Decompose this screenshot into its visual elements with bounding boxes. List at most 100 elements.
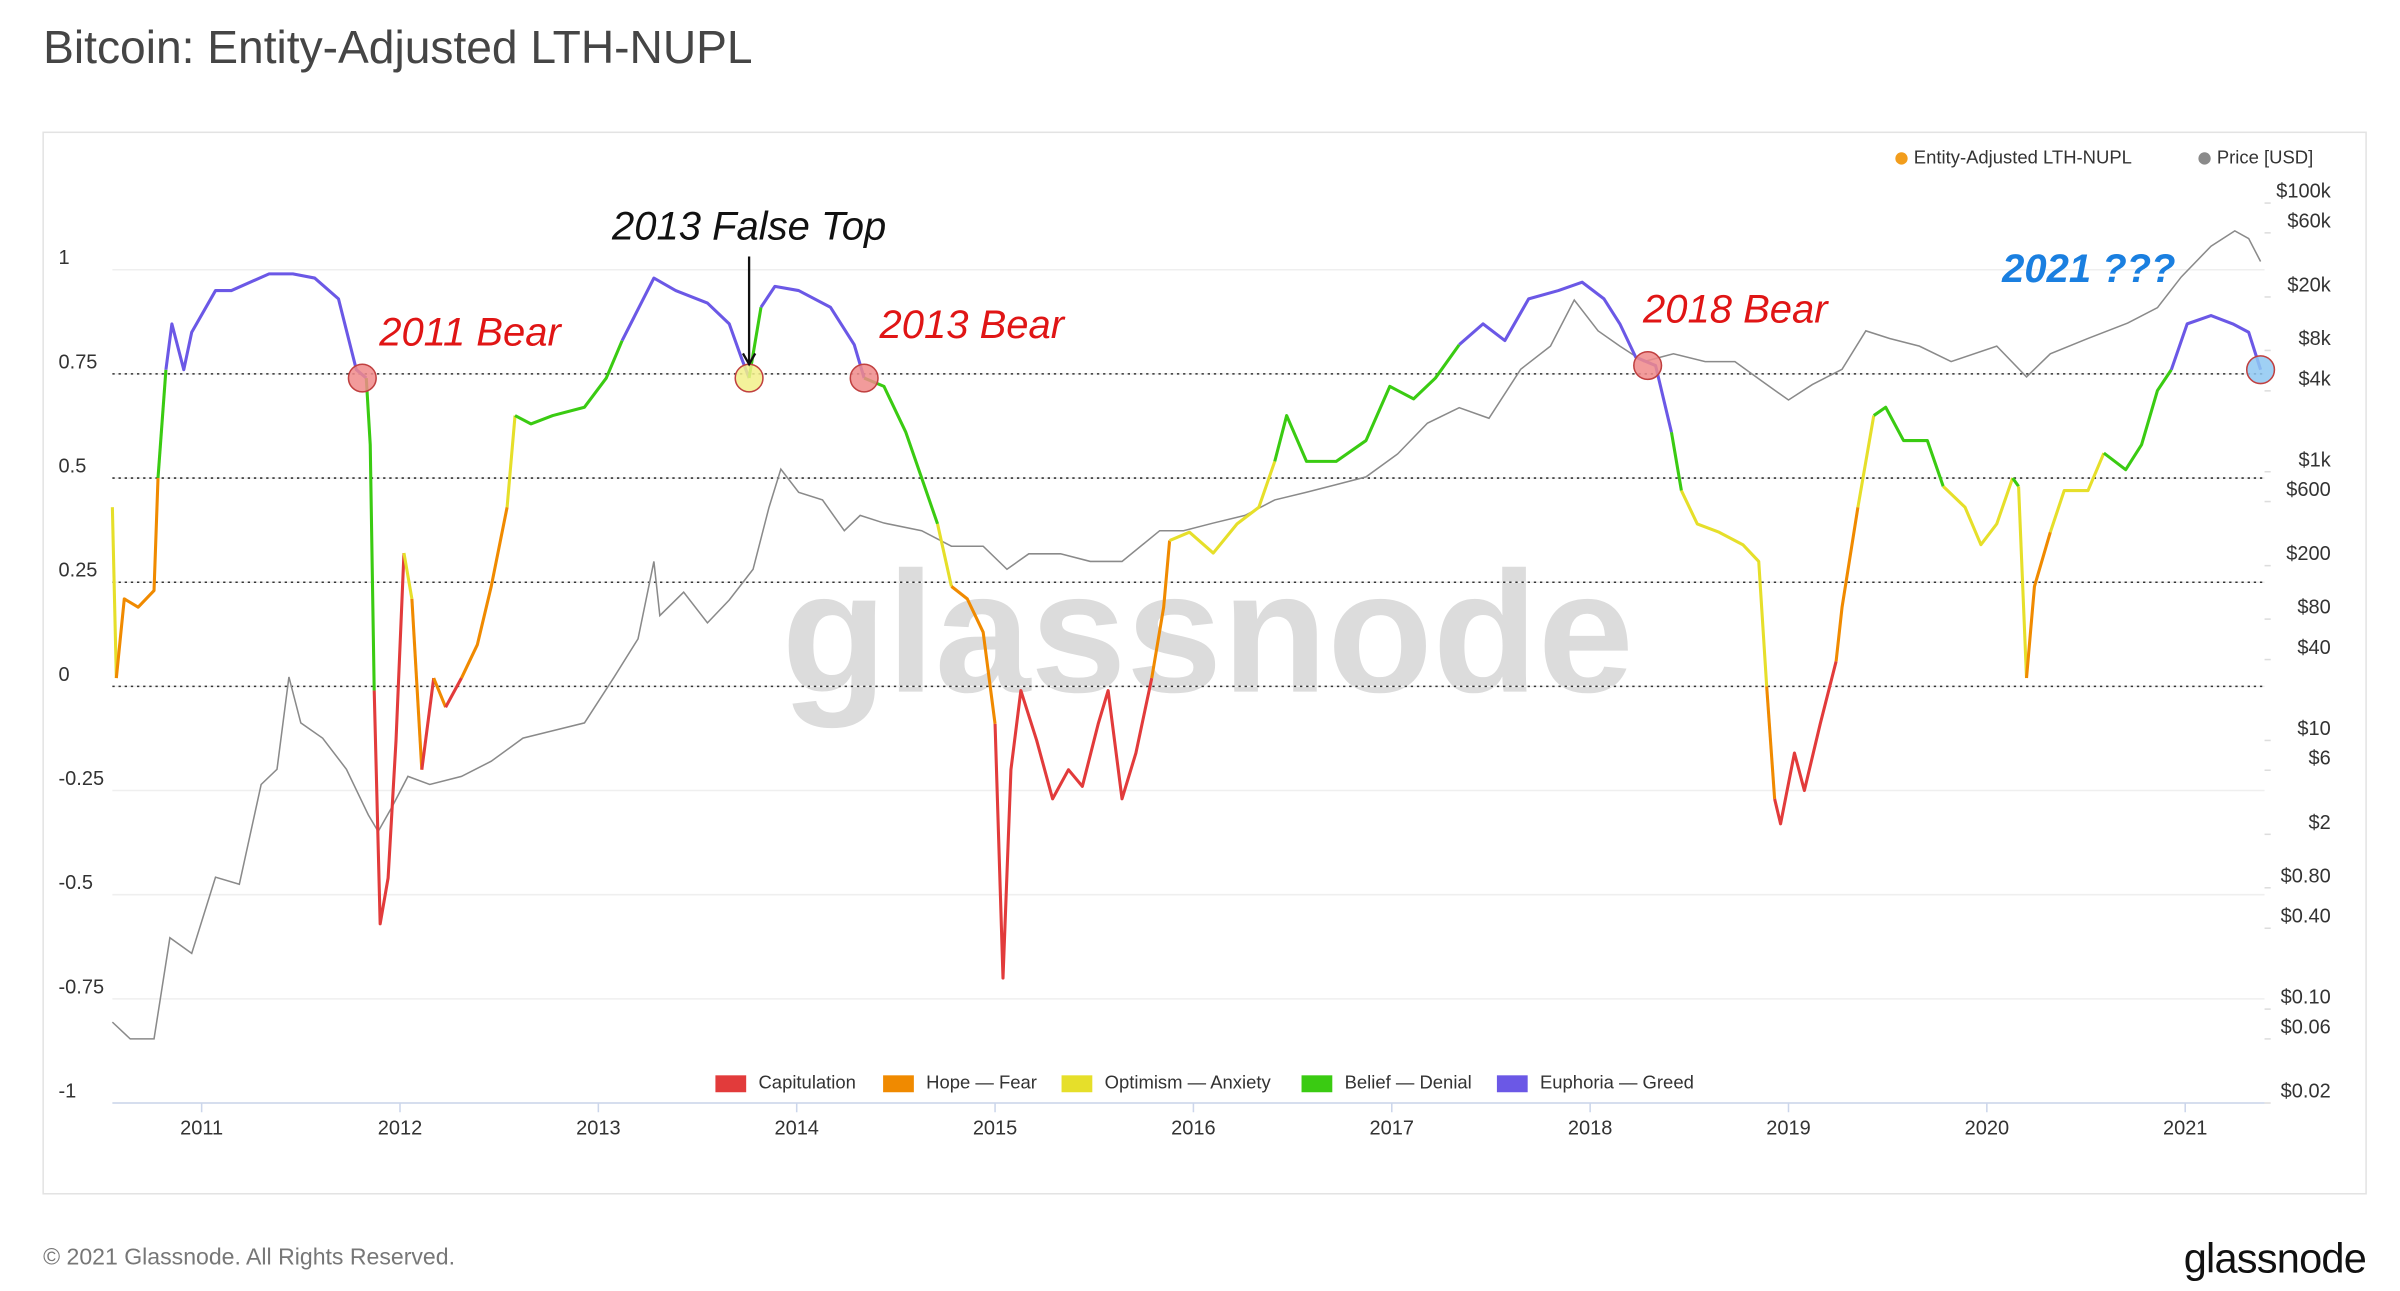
- nupl-line: [1856, 415, 1876, 508]
- y-tick-label: 0.25: [59, 560, 98, 582]
- y2-tick-label: $2: [2308, 812, 2330, 834]
- y2-tick-label: $0.80: [2281, 865, 2331, 887]
- x-tick-label: 2019: [1766, 1117, 1810, 1139]
- x-tick-label: 2017: [1370, 1117, 1414, 1139]
- nupl-line: [505, 415, 517, 508]
- annotation-marker: [849, 363, 879, 393]
- zone-legend-swatch: [1061, 1075, 1093, 1093]
- annotation-text: 2013 Bear: [879, 303, 1066, 347]
- price-layer: [111, 229, 2262, 1040]
- y-tick-label: 0: [59, 664, 70, 686]
- zone-legend-swatch: [1301, 1075, 1333, 1093]
- legend-marker: [2198, 152, 2211, 165]
- zone-legend-label: Hope — Fear: [926, 1072, 1037, 1093]
- legend-marker: [1895, 152, 1908, 165]
- zone-legend-label: Capitulation: [758, 1072, 855, 1093]
- nupl-line: [2169, 314, 2263, 371]
- y-tick-label: -1: [59, 1081, 77, 1103]
- zone-legend-label: Euphoria — Greed: [1540, 1072, 1694, 1093]
- y2-tick-label: $0.10: [2281, 987, 2331, 1009]
- y-tick-label: 0.75: [59, 351, 98, 373]
- nupl-line: [950, 585, 997, 725]
- legend-label: Entity-Adjusted LTH-NUPL: [1914, 146, 2132, 167]
- zone-legend-label: Optimism — Anxiety: [1105, 1072, 1272, 1093]
- x-tick-label: 2020: [1965, 1117, 2009, 1139]
- zone-legend-swatch: [1496, 1075, 1528, 1093]
- watermark: glassnode: [782, 536, 1634, 729]
- nupl-line: [114, 477, 160, 679]
- y2-tick-label: $8k: [2298, 328, 2331, 350]
- nupl-line: [1669, 431, 1683, 491]
- nupl-line: [1872, 405, 1945, 487]
- nupl-line: [156, 369, 168, 479]
- nupl-line: [1834, 506, 1860, 662]
- y-tick-label: 1: [59, 247, 70, 269]
- annotation-text: 2011 Bear: [378, 311, 562, 355]
- annotation-text: 2021 ???: [2001, 247, 2175, 291]
- annotation-marker: [2245, 355, 2276, 385]
- x-tick-label: 2013: [576, 1117, 620, 1139]
- nupl-line: [2024, 531, 2052, 679]
- nupl-line: [620, 276, 751, 379]
- nupl-layer: [110, 272, 2263, 980]
- x-tick-label: 2011: [180, 1117, 223, 1139]
- x-tick-label: 2018: [1568, 1117, 1612, 1139]
- nupl-line: [1150, 540, 1172, 679]
- y-tick-label: -0.25: [59, 768, 105, 790]
- annotation-arrowhead: [741, 352, 757, 367]
- nupl-line: [1773, 660, 1838, 826]
- zone-legend-swatch: [883, 1075, 914, 1093]
- y2-tick-label: $40: [2297, 637, 2330, 659]
- y2-tick-label: $80: [2297, 597, 2330, 619]
- nupl-line: [164, 272, 368, 380]
- nupl-line: [1273, 343, 1461, 463]
- x-tick-label: 2014: [774, 1117, 818, 1139]
- nupl-line: [2011, 477, 2020, 488]
- nupl-line: [372, 552, 406, 926]
- y-tick-label: -0.5: [59, 872, 93, 894]
- y2-tick-label: $100k: [2276, 181, 2331, 203]
- nupl-line: [1679, 489, 1769, 687]
- annotation-marker: [347, 363, 377, 393]
- x-tick-label: 2012: [378, 1117, 422, 1139]
- y2-tick-label: $60k: [2287, 210, 2331, 232]
- x-tick-label: 2016: [1171, 1117, 1215, 1139]
- nupl-line: [364, 377, 376, 691]
- y2-tick-label: $200: [2286, 543, 2330, 565]
- annotation-layer: Entity-Adjusted LTH-NUPL Price [USD] Capit…: [347, 146, 2313, 1093]
- zone-legend-swatch: [715, 1075, 747, 1093]
- y2-tick-label: $10: [2297, 718, 2330, 740]
- annotation-marker: [734, 363, 764, 393]
- nupl-line: [759, 284, 866, 379]
- nupl-line: [2017, 486, 2029, 679]
- y2-tick-label: $0.40: [2281, 906, 2331, 928]
- price-line: [111, 229, 2262, 1040]
- nupl-line: [460, 506, 509, 679]
- y2-tick-label: $4k: [2298, 368, 2331, 390]
- y-tick-label: 0.5: [59, 456, 87, 478]
- chart-frame: [42, 131, 2367, 1195]
- chart-title: Bitcoin: Entity-Adjusted LTH-NUPL: [43, 21, 752, 73]
- nupl-line: [514, 339, 624, 426]
- y2-tick-label: $600: [2286, 479, 2330, 501]
- footer-copyright: © 2021 Glassnode. All Rights Reserved.: [43, 1243, 455, 1269]
- annotation-marker: [1633, 350, 1663, 381]
- nupl-line: [420, 677, 436, 770]
- annotation-text: 2018 Bear: [1642, 287, 1829, 331]
- y2-tick-label: $0.06: [2281, 1016, 2331, 1038]
- y2-tick-label: $20k: [2287, 274, 2331, 296]
- y2-tick-label: $0.02: [2281, 1081, 2331, 1103]
- nupl-line: [432, 677, 448, 708]
- nupl-line: [444, 677, 463, 708]
- y2-tick-label: $1k: [2298, 449, 2331, 471]
- nupl-line: [2102, 368, 2173, 472]
- nupl-line: [1942, 477, 2015, 547]
- x-tick-label: 2021: [2163, 1117, 2207, 1139]
- nupl-line: [1169, 460, 1277, 555]
- nupl-line: [2048, 452, 2106, 533]
- legend-label: Price [USD]: [2217, 146, 2313, 167]
- y-tick-label: -0.75: [59, 976, 105, 998]
- x-tick-label: 2015: [973, 1117, 1017, 1139]
